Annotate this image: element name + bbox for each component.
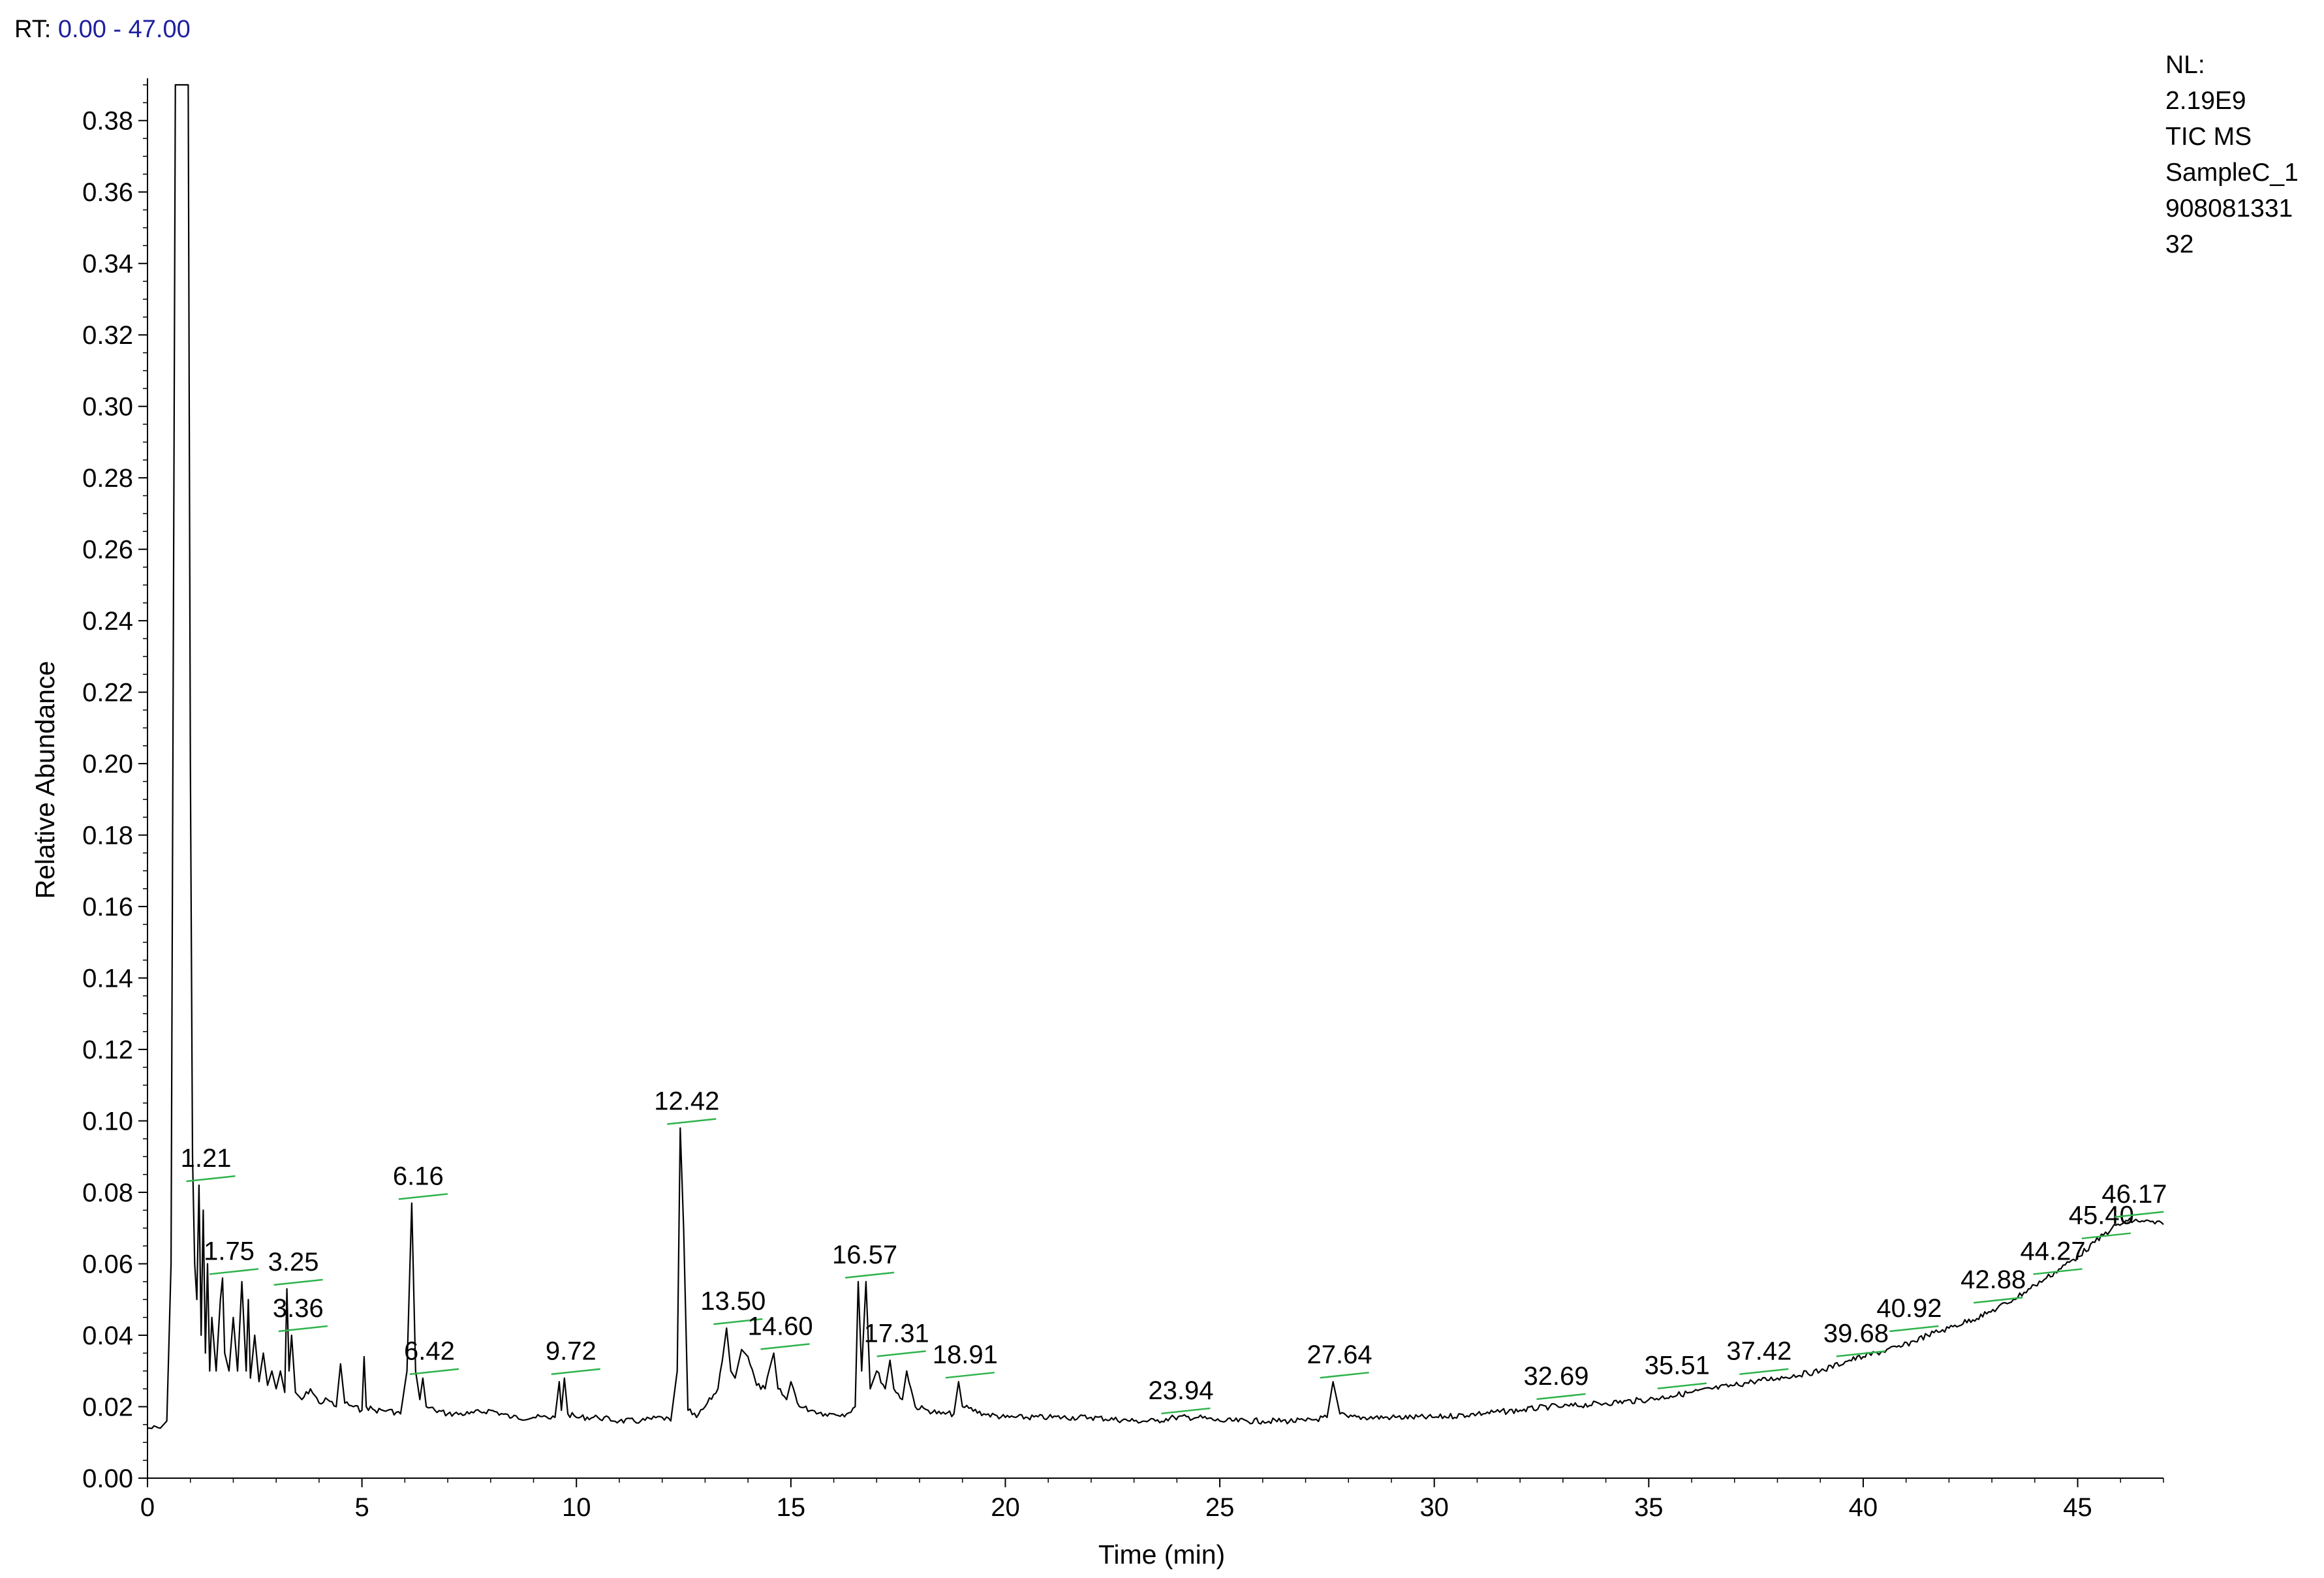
peak-marker bbox=[1536, 1393, 1586, 1400]
peak-marker bbox=[1161, 1407, 1211, 1415]
peak-marker bbox=[1974, 1296, 2023, 1304]
info-line-nl-value: 2.19E9 bbox=[2165, 87, 2246, 115]
y-axis-title: Relative Abundance bbox=[30, 661, 60, 899]
peak-label: 27.64 bbox=[1307, 1340, 1372, 1369]
x-tick-label: 25 bbox=[1205, 1493, 1235, 1522]
peak-marker bbox=[876, 1350, 926, 1357]
peak-marker bbox=[278, 1325, 328, 1333]
peak-marker bbox=[2033, 1268, 2083, 1275]
info-line-sample-name: SampleC_1 bbox=[2165, 159, 2299, 187]
peak-label: 44.27 bbox=[2021, 1237, 2086, 1265]
y-tick-label: 0.22 bbox=[82, 679, 133, 707]
retention-time-range: RT: 0.00 - 47.00 bbox=[14, 16, 191, 44]
y-tick-label: 0.36 bbox=[82, 178, 133, 207]
x-tick-label: 45 bbox=[2063, 1493, 2092, 1522]
peak-label: 13.50 bbox=[700, 1287, 766, 1316]
peak-marker bbox=[945, 1371, 995, 1379]
peak-label: 6.42 bbox=[404, 1337, 455, 1366]
x-tick-label: 10 bbox=[562, 1493, 591, 1522]
y-tick-label: 0.38 bbox=[82, 107, 133, 136]
x-tick-label: 5 bbox=[354, 1493, 369, 1522]
y-tick-label: 0.08 bbox=[82, 1179, 133, 1207]
peak-label: 39.68 bbox=[1823, 1319, 1889, 1348]
y-tick-label: 0.16 bbox=[82, 893, 133, 921]
peak-marker bbox=[713, 1318, 763, 1325]
peak-marker bbox=[1320, 1371, 1369, 1379]
peak-marker bbox=[760, 1343, 810, 1350]
y-tick-label: 0.12 bbox=[82, 1036, 133, 1064]
peak-marker bbox=[667, 1118, 717, 1125]
normalization-info-box: NL: 2.19E9 TIC MS SampleC_1 908081331 32 bbox=[2165, 47, 2299, 262]
x-axis-title: Time (min) bbox=[1098, 1539, 1225, 1570]
peak-marker bbox=[1657, 1382, 1707, 1389]
peak-label: 37.42 bbox=[1726, 1337, 1791, 1366]
y-tick-label: 0.04 bbox=[82, 1322, 133, 1350]
peak-label: 17.31 bbox=[864, 1319, 929, 1348]
peak-label: 35.51 bbox=[1645, 1352, 1710, 1380]
peak-labels: 1.21 1.75 3.25 3.36 6.16 6.42 9.72 12.42 13.5014… bbox=[181, 1087, 2167, 1415]
y-tick-label: 0.26 bbox=[82, 536, 133, 565]
peak-marker bbox=[551, 1368, 600, 1375]
x-tick-label: 40 bbox=[1849, 1493, 1878, 1522]
peak-label: 46.17 bbox=[2101, 1180, 2167, 1209]
peak-marker bbox=[844, 1271, 895, 1279]
tic-trace-line bbox=[147, 84, 2164, 1429]
rt-prefix: RT: bbox=[14, 16, 52, 43]
peak-label: 40.92 bbox=[1876, 1294, 1942, 1323]
peak-label: 12.42 bbox=[654, 1087, 719, 1116]
peak-label: 23.94 bbox=[1148, 1376, 1213, 1405]
y-tick-label: 0.02 bbox=[82, 1393, 133, 1422]
peak-label: 3.25 bbox=[268, 1248, 319, 1276]
x-tick-label: 15 bbox=[777, 1493, 806, 1522]
peak-label: 3.36 bbox=[273, 1294, 324, 1323]
peak-marker bbox=[1836, 1350, 1886, 1357]
peak-label: 16.57 bbox=[832, 1241, 897, 1269]
peak-marker bbox=[398, 1193, 448, 1200]
y-tick-label: 0.30 bbox=[82, 393, 133, 422]
peak-label: 42.88 bbox=[1960, 1265, 2026, 1294]
peak-label: 32.69 bbox=[1523, 1362, 1588, 1391]
peak-marker bbox=[2115, 1211, 2164, 1218]
y-tick-label: 0.00 bbox=[82, 1464, 133, 1493]
peak-label: 1.21 bbox=[181, 1144, 232, 1173]
y-tick-label: 0.28 bbox=[82, 464, 133, 493]
peak-marker bbox=[1889, 1325, 1939, 1333]
y-tick-label: 0.20 bbox=[82, 750, 133, 779]
peak-label: 1.75 bbox=[204, 1237, 255, 1265]
peak-label: 14.60 bbox=[748, 1312, 813, 1340]
y-tick-label: 0.34 bbox=[82, 250, 133, 279]
info-line-sample-id: 908081331 bbox=[2165, 194, 2293, 223]
peak-marker bbox=[409, 1368, 459, 1375]
x-tick-label: 20 bbox=[991, 1493, 1020, 1522]
peak-marker bbox=[1739, 1368, 1789, 1375]
peak-marker bbox=[2081, 1232, 2131, 1239]
peak-marker bbox=[209, 1268, 259, 1275]
y-tick-label: 0.06 bbox=[82, 1250, 133, 1279]
y-tick-label: 0.14 bbox=[82, 965, 133, 993]
y-tick-label: 0.32 bbox=[82, 321, 133, 350]
peak-marker bbox=[273, 1278, 323, 1286]
info-line-nl: NL: bbox=[2165, 51, 2205, 79]
info-line-sample-suffix: 32 bbox=[2165, 230, 2194, 258]
peak-label: 6.16 bbox=[393, 1162, 444, 1190]
x-tick-label: 35 bbox=[1634, 1493, 1664, 1522]
peak-label: 9.72 bbox=[546, 1337, 596, 1366]
y-tick-label: 0.24 bbox=[82, 607, 133, 636]
rt-range-value: 0.00 - 47.00 bbox=[57, 16, 191, 43]
series-layer bbox=[147, 84, 2164, 1429]
peak-label: 18.91 bbox=[933, 1340, 998, 1369]
y-tick-label: 0.10 bbox=[82, 1107, 133, 1136]
y-tick-label: 0.18 bbox=[82, 822, 133, 850]
x-tick-label: 0 bbox=[140, 1493, 155, 1522]
peak-marker bbox=[186, 1175, 236, 1183]
x-tick-label: 30 bbox=[1419, 1493, 1449, 1522]
info-line-scan-type: TIC MS bbox=[2165, 123, 2252, 151]
axes: 0.00 0.02 0.04 0.06 0.08 0.10 0.12 0.14 0.16 0.18… bbox=[82, 78, 2164, 1522]
